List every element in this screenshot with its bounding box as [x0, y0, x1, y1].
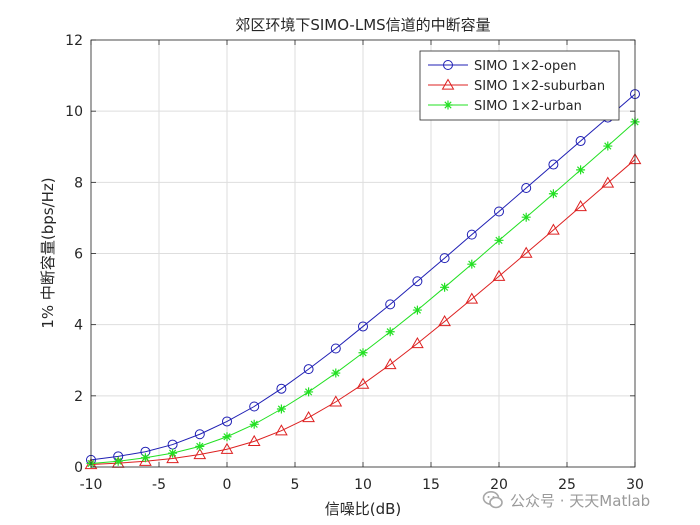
legend-item: SIMO 1×2-suburban: [428, 78, 605, 94]
x-tick-label: 15: [422, 477, 440, 493]
data-point: [438, 314, 451, 327]
data-point: [440, 282, 450, 292]
data-point: [412, 305, 422, 315]
data-point: [385, 327, 395, 337]
data-point: [168, 448, 178, 458]
x-tick-label: -5: [152, 477, 166, 493]
data-point: [575, 136, 586, 147]
data-point: [331, 368, 341, 378]
data-point: [466, 229, 477, 240]
legend-item: SIMO 1×2-open: [428, 59, 576, 74]
x-tick-label: -10: [80, 477, 103, 493]
legend-marker: [443, 100, 453, 110]
legend-item: SIMO 1×2-urban: [428, 99, 582, 114]
data-point: [601, 176, 615, 188]
x-tick-label: 30: [626, 477, 644, 493]
data-point: [548, 159, 559, 170]
data-point: [330, 343, 341, 354]
data-point: [465, 292, 479, 304]
data-point: [521, 212, 531, 222]
y-axis-label: 1% 中断容量(bps/Hz): [39, 177, 57, 328]
data-point: [194, 429, 205, 440]
y-tick-label: 12: [65, 33, 83, 49]
y-tick-label: 2: [74, 389, 83, 405]
wechat-logo-icon: [482, 491, 503, 509]
x-tick-label: 10: [354, 477, 372, 493]
data-point: [439, 253, 450, 264]
data-point: [411, 337, 424, 349]
data-point: [576, 165, 586, 175]
series-line: [90, 93, 636, 461]
data-point: [276, 404, 286, 414]
data-point: [166, 451, 179, 464]
data-point: [494, 235, 504, 245]
data-point: [302, 411, 315, 423]
data-point: [304, 387, 314, 397]
watermark: 公众号 · 天天Matlab: [482, 487, 650, 513]
data-point: [358, 321, 368, 332]
data-point: [249, 419, 259, 429]
y-tick-label: 6: [74, 247, 83, 263]
series-asterisk: [86, 117, 640, 468]
legend-label: SIMO 1×2-urban: [474, 99, 582, 114]
x-tick-label: 5: [291, 477, 300, 493]
legend-marker: [443, 60, 453, 70]
data-point: [358, 348, 368, 358]
x-tick-label: 25: [558, 477, 576, 493]
data-point: [412, 276, 423, 287]
chart-title: 郊区环境下SIMO-LMS信道的中断容量: [235, 16, 490, 34]
y-tick-label: 10: [65, 104, 83, 120]
x-axis-label: 信噪比(dB): [325, 500, 402, 518]
data-point: [385, 299, 396, 310]
data-point: [519, 246, 533, 258]
data-point: [249, 401, 260, 412]
axis-ticks: -10 -5 0 5 10 15 20 25 30 0 2 4 6 8 10 12: [65, 33, 644, 493]
series-line: [90, 159, 636, 466]
y-tick-label: 0: [74, 460, 83, 476]
data-point: [547, 223, 560, 235]
data-point: [222, 416, 232, 427]
data-point: [140, 453, 150, 463]
data-point: [574, 200, 587, 212]
data-point: [195, 441, 205, 451]
data-point: [222, 432, 232, 442]
legend-marker: [441, 78, 455, 90]
data-point: [329, 395, 343, 407]
legend-label: SIMO 1×2-suburban: [474, 79, 605, 94]
legend-label: SIMO 1×2-open: [474, 59, 576, 74]
y-tick-label: 8: [74, 175, 83, 191]
series-layer: [84, 89, 642, 470]
series-circle: [86, 89, 640, 465]
legend: SIMO 1×2-open SIMO 1×2-suburban SIMO 1×2-u…: [419, 50, 620, 121]
data-point: [356, 377, 370, 389]
data-point: [494, 206, 504, 217]
data-point: [113, 456, 123, 466]
data-point: [247, 434, 261, 447]
data-point: [275, 424, 288, 436]
data-point: [276, 383, 287, 394]
data-point: [603, 141, 613, 151]
data-point: [383, 358, 397, 370]
data-point: [220, 442, 234, 454]
x-tick-label: 20: [490, 477, 508, 493]
data-point: [193, 448, 207, 460]
data-point: [548, 189, 558, 199]
x-tick-label: 0: [223, 477, 232, 493]
data-point: [467, 259, 477, 269]
watermark-text: 公众号 · 天天Matlab: [510, 491, 651, 510]
data-point: [492, 269, 506, 281]
y-tick-label: 4: [74, 318, 83, 334]
data-point: [521, 183, 532, 194]
data-point: [303, 364, 314, 375]
